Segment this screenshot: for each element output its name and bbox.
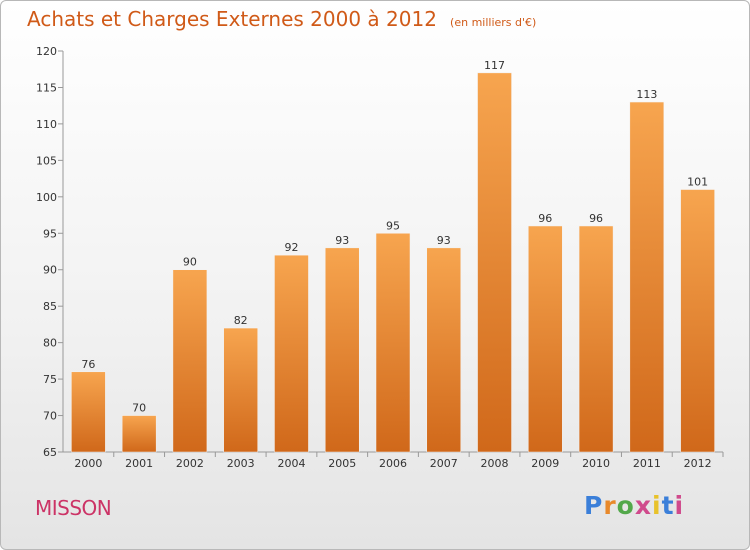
logo-letter: i: [652, 491, 662, 520]
value-label-2002: 90: [183, 256, 197, 269]
x-tick-label: 2007: [430, 457, 458, 470]
y-tick-label: 120: [36, 45, 57, 58]
value-label-2010: 96: [589, 212, 603, 225]
value-label-2008: 117: [484, 59, 505, 72]
x-tick-label: 2001: [125, 457, 153, 470]
logo-letter: r: [603, 491, 617, 520]
bar-2007: [426, 247, 462, 453]
y-tick-label: 75: [43, 373, 57, 386]
bar-2011: [629, 101, 665, 453]
x-tick-label: 2003: [227, 457, 255, 470]
logo-letter: x: [634, 491, 652, 520]
bar-2005: [324, 247, 360, 453]
value-label-2009: 96: [538, 212, 552, 225]
logo-letter: t: [661, 491, 675, 520]
bar-2000: [71, 371, 106, 453]
value-labels: 76 70 90 82 92 93 95 93 117 96 96 113 101: [81, 59, 708, 415]
logo-letter: i: [674, 491, 685, 520]
value-label-2011: 113: [636, 88, 657, 101]
value-label-2004: 92: [284, 241, 298, 254]
bars: [71, 72, 715, 453]
x-tick-label: 2000: [74, 457, 102, 470]
logo-letter: o: [616, 491, 635, 520]
chart-title: Achats et Charges Externes 2000 à 2012: [27, 7, 437, 31]
value-label-2005: 93: [335, 234, 349, 247]
bar-2009: [528, 225, 563, 453]
x-tick-label: 2011: [633, 457, 661, 470]
y-tick-label: 115: [36, 81, 57, 94]
bar-2006: [375, 233, 411, 453]
y-tick-label: 100: [36, 191, 57, 204]
title-row: Achats et Charges Externes 2000 à 2012 (…: [27, 7, 536, 31]
x-tick-label: 2005: [328, 457, 356, 470]
x-tick-label: 2002: [176, 457, 204, 470]
x-tick-label: 2009: [531, 457, 559, 470]
x-tick-label: 2012: [684, 457, 712, 470]
value-label-2012: 101: [687, 176, 708, 189]
y-tick-label: 65: [43, 446, 57, 459]
commune-name: MISSON: [35, 496, 112, 520]
y-tick-label: 85: [43, 300, 57, 313]
x-axis: 2000 2001 2002 2003 2004 2005 2006 2007 2008 2009…: [63, 451, 724, 470]
bar-2003: [223, 327, 258, 453]
y-tick-label: 80: [43, 337, 57, 350]
value-label-2001: 70: [132, 402, 146, 415]
x-tick-label: 2008: [481, 457, 509, 470]
bar-2012: [680, 189, 715, 453]
y-tick-label: 105: [36, 154, 57, 167]
bar-2010: [578, 225, 614, 453]
x-tick-label: 2004: [277, 457, 305, 470]
bar-2002: [172, 269, 208, 453]
x-tick-label: 2010: [582, 457, 610, 470]
proxiti-logo[interactable]: Proxiti: [584, 491, 684, 520]
y-axis: 65 70 75 80 85 90 95 100 105 110 115 120: [36, 45, 64, 459]
value-label-2007: 93: [437, 234, 451, 247]
y-tick-label: 110: [36, 118, 57, 131]
chart-unit: (en milliers d'€): [450, 16, 537, 29]
y-tick-label: 90: [43, 264, 57, 277]
bar-2004: [274, 254, 309, 453]
x-tick-label: 2006: [379, 457, 407, 470]
value-label-2006: 95: [386, 219, 400, 232]
value-label-2003: 82: [234, 314, 248, 327]
y-tick-label: 95: [43, 227, 57, 240]
y-tick-label: 70: [43, 410, 57, 423]
logo-letter: P: [584, 491, 604, 520]
value-label-2000: 76: [81, 358, 95, 371]
bar-2001: [121, 415, 157, 453]
bar-2008: [477, 72, 512, 453]
